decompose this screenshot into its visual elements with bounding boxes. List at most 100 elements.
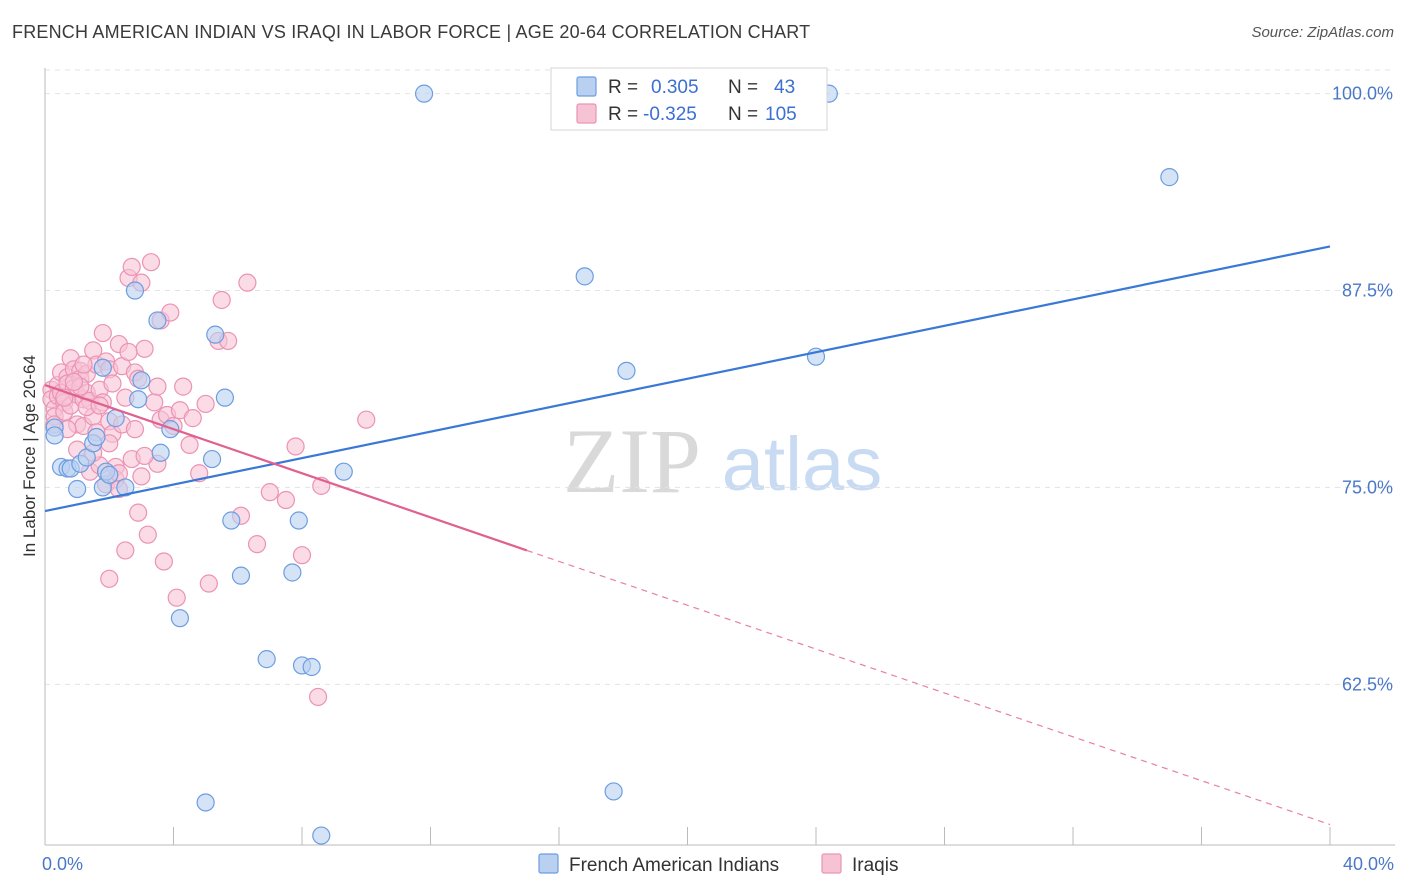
iraqis-point	[125, 420, 145, 439]
french-american-indians-point	[132, 371, 151, 390]
iraqis-point	[103, 374, 122, 393]
iraqis-point	[74, 355, 93, 374]
x-tick-label-min: 0.0%	[42, 854, 83, 874]
iraqis-point	[132, 467, 151, 486]
iraqis-point	[119, 342, 138, 362]
french-american-indians-point	[129, 390, 148, 409]
french-american-indians-point	[87, 427, 106, 447]
bottom-legend-swatch-blue	[538, 853, 559, 874]
iraqis-point	[260, 483, 279, 502]
iraqis-point	[247, 535, 267, 554]
french-american-indians-points	[45, 84, 1179, 845]
watermark-zip: ZIP	[563, 410, 701, 512]
french-american-indians-point	[414, 84, 434, 103]
bottom-legend-label-pink: Iraqis	[852, 855, 898, 876]
trend-lines	[44, 245, 1331, 826]
iraqis-point	[135, 339, 154, 358]
iraqis-point	[122, 257, 141, 277]
french-american-indians-point	[45, 426, 64, 445]
iraqis-point	[276, 490, 296, 510]
source-label: Source: ZipAtlas.com	[1251, 24, 1394, 41]
iraqis-points	[42, 253, 376, 707]
legend-r-value-blue: 0.305	[651, 77, 699, 98]
iraqis-point	[183, 409, 202, 428]
iraqis-point	[292, 546, 312, 565]
trend-line-french-american-indians	[44, 245, 1331, 513]
y-axis-label: In Labor Force | Age 20-64	[20, 355, 39, 557]
french-american-indians-point	[116, 478, 135, 497]
iraqis-point	[196, 394, 215, 414]
legend-n-value-blue: 43	[774, 77, 795, 98]
french-american-indians-point	[196, 793, 215, 812]
french-american-indians-point	[125, 281, 145, 300]
iraqis-point	[100, 569, 119, 588]
french-american-indians-point	[334, 462, 353, 481]
french-american-indians-point	[302, 657, 321, 677]
legend-box	[550, 67, 828, 131]
bottom-legend-swatch-pink	[821, 853, 842, 874]
legend-r-label-blue: R =	[608, 77, 638, 98]
iraqis-point	[116, 541, 135, 560]
french-american-indians-point	[222, 511, 241, 530]
french-american-indians-point	[257, 650, 276, 669]
iraqis-point	[138, 525, 157, 544]
iraqis-point	[174, 377, 193, 396]
french-american-indians-point	[206, 325, 225, 344]
french-american-indians-point	[1160, 168, 1179, 187]
iraqis-point	[129, 503, 148, 522]
x-tick-label-max: 40.0%	[1343, 854, 1394, 874]
y-tick-label: 87.5%	[1342, 281, 1393, 301]
iraqis-point	[64, 372, 84, 391]
iraqis-point	[154, 552, 173, 571]
french-american-indians-point	[604, 782, 623, 801]
legend-swatch-blue	[576, 76, 597, 97]
iraqis-point	[199, 574, 218, 593]
chart-title: FRENCH AMERICAN INDIAN VS IRAQI IN LABOR…	[12, 22, 811, 42]
watermark-atlas: atlas	[722, 422, 883, 507]
french-american-indians-point	[231, 566, 251, 585]
french-american-indians-point	[575, 267, 594, 286]
french-american-indians-point	[151, 443, 170, 462]
iraqis-point	[357, 410, 376, 429]
french-american-indians-point	[617, 361, 636, 380]
iraqis-point	[145, 393, 164, 412]
french-american-indians-point	[202, 449, 222, 469]
iraqis-point	[212, 290, 231, 310]
legend-n-value-pink: 105	[765, 104, 797, 125]
trend-line-iraqis	[44, 384, 528, 552]
correlation-legend: R = 0.305 N = 43 R = -0.325 N = 105	[550, 67, 828, 131]
axes	[44, 68, 1395, 846]
iraqis-point	[167, 588, 186, 607]
iraqis-point	[308, 687, 328, 707]
y-tick-label: 100.0%	[1332, 84, 1393, 104]
iraqis-point	[148, 377, 167, 396]
french-american-indians-point	[170, 609, 190, 628]
y-tick-label: 62.5%	[1342, 674, 1393, 694]
french-american-indians-point	[93, 358, 112, 377]
tick-labels: 62.5% 75.0% 87.5% 100.0% 0.0% 40.0%	[42, 84, 1394, 874]
legend-n-label-pink: N =	[728, 104, 758, 125]
french-american-indians-point	[100, 465, 119, 484]
legend-r-label-pink: R =	[608, 104, 638, 125]
y-tick-label: 75.0%	[1342, 477, 1393, 497]
bottom-legend-label-blue: French American Indians	[569, 855, 779, 876]
french-american-indians-point	[68, 479, 87, 499]
french-american-indians-point	[312, 826, 331, 845]
iraqis-point	[93, 323, 112, 343]
iraqis-point	[286, 437, 305, 456]
iraqis-point	[180, 435, 199, 454]
legend-swatch-pink	[576, 103, 597, 124]
series-legend: French American Indians Iraqis	[538, 853, 898, 876]
legend-n-label-blue: N =	[728, 77, 758, 98]
french-american-indians-point	[148, 311, 167, 330]
trend-line-iraqis-extrapolated	[526, 549, 1331, 826]
legend-r-value-pink: -0.325	[643, 104, 697, 125]
iraqis-point	[135, 446, 154, 466]
french-american-indians-point	[283, 563, 302, 582]
iraqis-point	[238, 273, 257, 292]
grid-lines	[45, 69, 1395, 685]
french-american-indians-point	[289, 511, 308, 530]
french-american-indians-point	[215, 388, 234, 407]
iraqis-point	[141, 253, 161, 272]
